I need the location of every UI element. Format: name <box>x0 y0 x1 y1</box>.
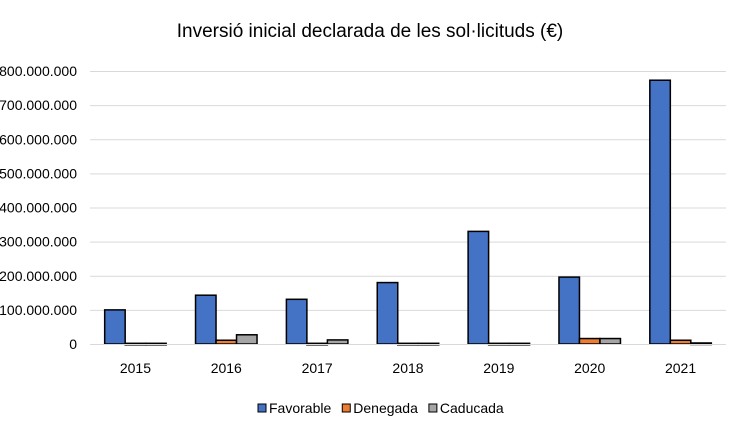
legend-label-denegada: Denegada <box>353 400 418 416</box>
chart-title: Inversió inicial declarada de les sol·li… <box>177 21 564 42</box>
y-tick-label: 200.000.000 <box>0 268 77 284</box>
bar-favorable-2019 <box>467 230 490 345</box>
bar-denegada-2016 <box>215 339 238 345</box>
bar-denegada-2020 <box>578 337 601 345</box>
y-tick-label: 400.000.000 <box>0 200 77 216</box>
bar-favorable-2015 <box>103 309 126 345</box>
y-tick-label: 500.000.000 <box>0 165 77 181</box>
y-tick-label: 800.000.000 <box>0 63 77 79</box>
x-axis-ticks: 2015 2016 2017 2018 2019 2020 2021 <box>120 360 697 376</box>
legend-swatch-caducada <box>428 403 438 413</box>
gridlines <box>90 71 726 311</box>
y-tick-label: 300.000.000 <box>0 234 77 250</box>
y-tick-label: 0 <box>69 336 77 352</box>
bar-favorable-2021 <box>649 79 672 345</box>
legend-label-favorable: Favorable <box>269 400 331 416</box>
bar-favorable-2018 <box>376 281 399 345</box>
bar-caducada-2017 <box>326 339 349 345</box>
bar-caducada-2016 <box>235 334 258 345</box>
bar-favorable-2016 <box>194 294 217 345</box>
x-tick-label: 2017 <box>302 360 333 376</box>
legend: Favorable Denegada Caducada <box>257 400 504 416</box>
bar-caducada-2020 <box>599 337 622 345</box>
x-tick-label: 2019 <box>483 360 514 376</box>
bar-favorable-2017 <box>285 298 308 345</box>
y-tick-label: 100.000.000 <box>0 302 77 318</box>
legend-label-caducada: Caducada <box>440 400 504 416</box>
y-axis-ticks: 0 100.000.000 200.000.000 300.000.000 400.00… <box>0 63 77 352</box>
x-tick-label: 2016 <box>211 360 242 376</box>
bar-favorable-2020 <box>558 276 581 345</box>
x-tick-label: 2020 <box>574 360 605 376</box>
legend-swatch-favorable <box>257 403 267 413</box>
legend-swatch-denegada <box>341 403 351 413</box>
y-tick-label: 600.000.000 <box>0 131 77 147</box>
x-tick-label: 2015 <box>120 360 151 376</box>
x-tick-label: 2018 <box>392 360 423 376</box>
bars <box>103 79 713 346</box>
bar-denegada-2021 <box>669 339 692 345</box>
y-tick-label: 700.000.000 <box>0 97 77 113</box>
x-tick-label: 2021 <box>665 360 696 376</box>
